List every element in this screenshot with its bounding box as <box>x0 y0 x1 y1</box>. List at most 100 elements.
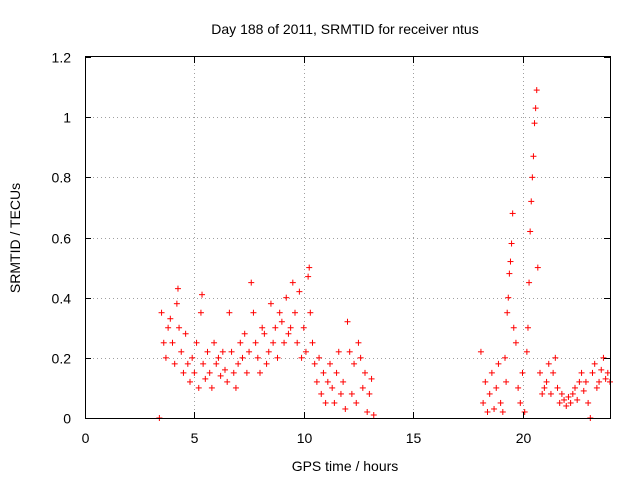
data-point <box>281 339 288 346</box>
data-point <box>320 369 327 376</box>
data-point <box>261 330 268 337</box>
chart-title: Day 188 of 2011, SRMTID for receiver ntu… <box>211 21 478 37</box>
data-point <box>499 408 506 415</box>
data-point <box>217 372 224 379</box>
data-point <box>528 198 535 205</box>
data-point <box>580 387 587 394</box>
data-point <box>484 408 491 415</box>
data-point <box>357 354 364 361</box>
data-point <box>486 390 493 397</box>
data-point <box>504 309 511 316</box>
data-point <box>493 384 500 391</box>
data-point <box>598 366 605 373</box>
data-point <box>596 378 603 385</box>
data-point <box>507 258 514 265</box>
data-point <box>182 330 189 337</box>
data-point <box>346 348 353 355</box>
data-point <box>252 339 259 346</box>
data-point <box>211 339 218 346</box>
data-point <box>289 279 296 286</box>
data-point <box>572 384 578 391</box>
tick-layer: 0 0.2 0.4 0.6 0.8 1 1.2 0 5 10 15 20 <box>52 50 610 446</box>
data-point <box>482 378 489 385</box>
data-point <box>162 354 169 361</box>
data-point <box>521 408 528 415</box>
data-point <box>285 330 292 337</box>
x-tick-label: 15 <box>406 430 422 446</box>
data-point <box>509 210 516 217</box>
data-point <box>165 324 172 331</box>
y-tick-label: 1 <box>63 110 71 126</box>
y-tick-label: 0.8 <box>52 170 72 186</box>
data-point <box>539 390 546 397</box>
data-point <box>600 354 607 361</box>
data-point <box>531 120 538 127</box>
data-point <box>534 264 541 271</box>
data-point <box>331 399 338 406</box>
data-point <box>322 399 329 406</box>
data-point <box>604 369 611 376</box>
data-point <box>351 360 358 367</box>
data-point <box>329 384 336 391</box>
data-point <box>533 87 540 94</box>
data-point <box>529 174 536 181</box>
data-point <box>488 369 495 376</box>
data-point <box>307 309 314 316</box>
data-point <box>184 360 191 367</box>
data-point <box>278 318 285 325</box>
data-point <box>287 324 294 331</box>
data-point <box>180 369 187 376</box>
data-point <box>276 309 283 316</box>
data-point <box>169 339 176 346</box>
data-point <box>508 240 515 247</box>
plot-frame <box>85 56 611 419</box>
data-point <box>561 396 568 403</box>
x-tick-label: 20 <box>516 430 532 446</box>
data-point <box>552 354 559 361</box>
data-point <box>318 390 325 397</box>
data-point <box>230 369 237 376</box>
data-point <box>495 360 502 367</box>
data-point <box>502 354 508 361</box>
data-point <box>189 354 196 361</box>
data-point <box>543 378 550 385</box>
data-point <box>364 408 371 415</box>
x-tick-label: 10 <box>297 430 313 446</box>
data-point <box>576 378 583 385</box>
data-point <box>178 348 185 355</box>
data-point <box>226 309 233 316</box>
data-point <box>219 348 226 355</box>
data-point <box>171 360 178 367</box>
data-point <box>292 309 298 316</box>
data-point <box>512 339 519 346</box>
data-point <box>524 324 531 331</box>
data-point <box>200 360 207 367</box>
data-point <box>191 369 198 376</box>
data-point <box>206 369 213 376</box>
data-point <box>348 390 355 397</box>
data-point <box>259 324 266 331</box>
data-point <box>272 324 279 331</box>
data-point <box>232 384 239 391</box>
data-point <box>585 399 592 406</box>
data-point <box>578 369 585 376</box>
data-point <box>246 348 253 355</box>
data-point <box>243 369 250 376</box>
data-point <box>505 294 512 301</box>
data-point <box>370 411 377 418</box>
data-point <box>550 369 557 376</box>
data-point <box>199 291 206 298</box>
data-point <box>257 369 263 376</box>
data-point <box>197 309 204 316</box>
y-axis-label: SRMTID / TECUs <box>7 183 23 293</box>
data-point <box>342 405 349 412</box>
data-point <box>589 369 596 376</box>
data-point <box>565 393 572 400</box>
data-point <box>480 399 487 406</box>
data-point <box>340 378 347 385</box>
data-point <box>241 330 248 337</box>
data-point <box>554 384 561 391</box>
data-point <box>296 288 303 295</box>
data-point <box>215 354 222 361</box>
